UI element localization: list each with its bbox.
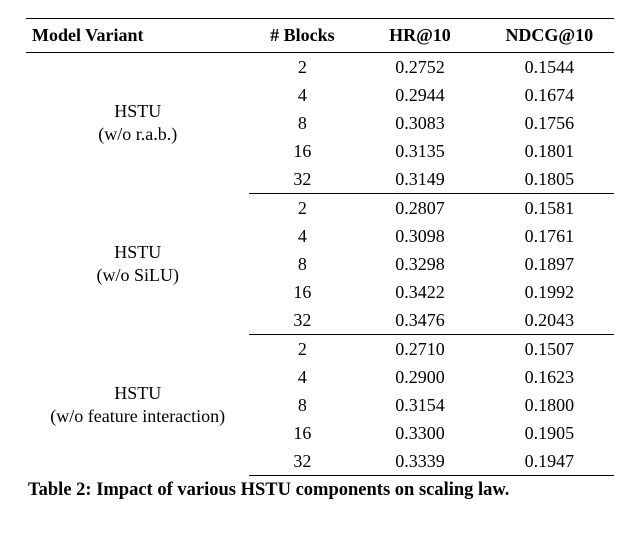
- variant-name: HSTU: [30, 382, 245, 405]
- variant-sub: (w/o SiLU): [30, 264, 245, 287]
- col-blocks: # Blocks: [249, 19, 355, 53]
- cell-hr: 0.2807: [355, 194, 484, 223]
- cell-ndcg: 0.1801: [485, 137, 614, 165]
- cell-blocks: 2: [249, 53, 355, 82]
- cell-hr: 0.3098: [355, 222, 484, 250]
- cell-blocks: 32: [249, 447, 355, 476]
- cell-ndcg: 0.1905: [485, 419, 614, 447]
- cell-blocks: 8: [249, 250, 355, 278]
- cell-blocks: 8: [249, 109, 355, 137]
- cell-ndcg: 0.1897: [485, 250, 614, 278]
- table-row: HSTU(w/o SiLU)20.28070.1581: [26, 194, 614, 223]
- cell-ndcg: 0.1756: [485, 109, 614, 137]
- cell-blocks: 4: [249, 363, 355, 391]
- cell-blocks: 8: [249, 391, 355, 419]
- variant-cell: HSTU(w/o feature interaction): [26, 335, 249, 476]
- cell-ndcg: 0.1507: [485, 335, 614, 364]
- variant-name: HSTU: [30, 100, 245, 123]
- cell-ndcg: 0.1992: [485, 278, 614, 306]
- col-variant: Model Variant: [26, 19, 249, 53]
- cell-ndcg: 0.1761: [485, 222, 614, 250]
- cell-hr: 0.2944: [355, 81, 484, 109]
- cell-blocks: 32: [249, 165, 355, 194]
- cell-ndcg: 0.1544: [485, 53, 614, 82]
- table-row: HSTU(w/o r.a.b.)20.27520.1544: [26, 53, 614, 82]
- cell-ndcg: 0.1674: [485, 81, 614, 109]
- cell-hr: 0.3154: [355, 391, 484, 419]
- cell-blocks: 2: [249, 335, 355, 364]
- cell-blocks: 16: [249, 419, 355, 447]
- table-caption: Table 2: Impact of various HSTU componen…: [26, 480, 614, 501]
- cell-hr: 0.3083: [355, 109, 484, 137]
- cell-ndcg: 0.1805: [485, 165, 614, 194]
- cell-blocks: 4: [249, 222, 355, 250]
- cell-blocks: 2: [249, 194, 355, 223]
- cell-hr: 0.3298: [355, 250, 484, 278]
- variant-cell: HSTU(w/o SiLU): [26, 194, 249, 335]
- variant-sub: (w/o feature interaction): [30, 405, 245, 428]
- cell-ndcg: 0.1947: [485, 447, 614, 476]
- cell-ndcg: 0.1623: [485, 363, 614, 391]
- cell-blocks: 4: [249, 81, 355, 109]
- results-table: Model Variant # Blocks HR@10 NDCG@10 HST…: [26, 18, 614, 476]
- cell-hr: 0.3135: [355, 137, 484, 165]
- table-body: HSTU(w/o r.a.b.)20.27520.154440.29440.16…: [26, 53, 614, 476]
- variant-name: HSTU: [30, 241, 245, 264]
- cell-hr: 0.3422: [355, 278, 484, 306]
- cell-hr: 0.3476: [355, 306, 484, 335]
- cell-ndcg: 0.2043: [485, 306, 614, 335]
- cell-hr: 0.3339: [355, 447, 484, 476]
- cell-blocks: 16: [249, 137, 355, 165]
- col-ndcg: NDCG@10: [485, 19, 614, 53]
- cell-blocks: 16: [249, 278, 355, 306]
- cell-hr: 0.3300: [355, 419, 484, 447]
- table-row: HSTU(w/o feature interaction)20.27100.15…: [26, 335, 614, 364]
- cell-blocks: 32: [249, 306, 355, 335]
- cell-ndcg: 0.1800: [485, 391, 614, 419]
- col-hr: HR@10: [355, 19, 484, 53]
- cell-hr: 0.2752: [355, 53, 484, 82]
- cell-ndcg: 0.1581: [485, 194, 614, 223]
- cell-hr: 0.2900: [355, 363, 484, 391]
- table-header-row: Model Variant # Blocks HR@10 NDCG@10: [26, 19, 614, 53]
- variant-sub: (w/o r.a.b.): [30, 123, 245, 146]
- variant-cell: HSTU(w/o r.a.b.): [26, 53, 249, 194]
- cell-hr: 0.3149: [355, 165, 484, 194]
- cell-hr: 0.2710: [355, 335, 484, 364]
